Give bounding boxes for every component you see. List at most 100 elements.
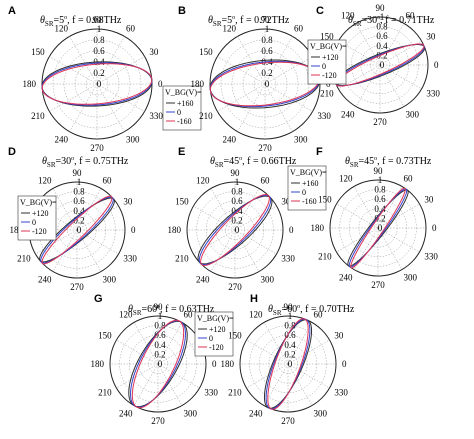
angle-tick-label: 60 (406, 11, 416, 21)
panel-label: C (316, 5, 324, 17)
grid-spoke (96, 56, 145, 85)
angle-tick-label: 300 (406, 109, 420, 119)
legend-entry: +120 (209, 325, 226, 334)
grid-spoke (287, 363, 313, 406)
series-curve-2 (267, 318, 309, 410)
radial-tick-label: 0.8 (374, 185, 386, 195)
angle-tick-label: 30 (426, 32, 436, 42)
legend-entry: -120 (32, 227, 47, 236)
angle-tick-label: 330 (123, 254, 137, 264)
grid-spoke (336, 203, 379, 229)
legend-title: V_BG(V)= (20, 198, 57, 207)
angle-tick-label: 30 (281, 197, 291, 207)
legend-box (194, 311, 234, 357)
radial-tick-label: 0.2 (374, 213, 385, 223)
angle-tick-label: 90 (93, 15, 103, 25)
polar-grid (209, 28, 321, 140)
theta-value: 5 (59, 15, 64, 26)
grid-ring (196, 191, 274, 269)
grid-ring (119, 325, 197, 403)
legend-entry: 0 (32, 218, 36, 227)
grid-spoke (35, 229, 78, 255)
angle-tick-label: 60 (103, 176, 113, 186)
series-curve-2 (209, 61, 321, 107)
radial-tick-label: 0.2 (154, 349, 165, 359)
series-curve-2 (335, 43, 425, 87)
grid-spoke (234, 188, 260, 231)
angle-tick-label: 300 (404, 272, 418, 282)
angle-tick-label: 90 (73, 168, 83, 178)
outer-ring (186, 181, 284, 279)
legend-entry: -160 (302, 197, 317, 206)
angle-tick-label: 90 (284, 302, 294, 312)
radial-tick-label: 0.8 (231, 187, 243, 197)
angle-tick-label: 300 (314, 408, 328, 418)
grid-ring (339, 189, 417, 267)
grid-spoke (379, 23, 405, 66)
angle-tick-label: 270 (258, 143, 272, 153)
grid-ring (205, 200, 265, 260)
angle-tick-label: 270 (70, 282, 84, 292)
panel-title: θSR=5o, f = 0.72THz (208, 15, 290, 28)
radial-tick-label: 0.8 (93, 35, 105, 45)
radial-tick-label: 0.8 (284, 321, 296, 331)
grid-spoke (210, 188, 236, 231)
theta-value: 45 (229, 156, 239, 167)
angle-tick-label: 0 (212, 359, 217, 369)
series-curve-2 (41, 195, 113, 265)
radial-tick-label: 0.4 (284, 340, 296, 350)
angle-tick-label: 330 (426, 89, 440, 99)
grid-spoke (353, 186, 379, 229)
angle-tick-label: 330 (204, 388, 218, 398)
radial-tick-label: 0.6 (73, 196, 85, 206)
grid-spoke (76, 205, 119, 231)
angle-tick-label: 240 (339, 272, 353, 282)
legend-box (17, 195, 57, 241)
freq-text: , f = 0.66THz (242, 156, 297, 167)
angle-tick-label: 210 (98, 388, 112, 398)
angle-tick-label: 120 (249, 310, 263, 320)
angle-tick-label: 150 (318, 195, 332, 205)
angle-tick-label: 150 (199, 47, 213, 57)
radial-tick-label: 0.6 (231, 196, 243, 206)
panel-label: F (316, 146, 323, 158)
angle-tick-label: 270 (371, 280, 385, 290)
grid-spoke (52, 229, 78, 272)
grid-spoke (157, 363, 200, 389)
angle-tick-label: 210 (318, 252, 332, 262)
radial-tick-label: 0.4 (73, 206, 85, 216)
grid-spoke (246, 339, 289, 365)
angle-tick-label: 60 (294, 24, 304, 34)
legend-entry: +160 (302, 179, 319, 188)
freq-text: , f = 0.70THz (300, 304, 355, 315)
angle-tick-label: 60 (126, 24, 136, 34)
panel-title: θSR=30o, f = 0.75THz (42, 156, 129, 169)
legend-box (307, 39, 347, 85)
angle-tick-label: 120 (223, 24, 237, 34)
angle-tick-label: 330 (149, 111, 163, 121)
radial-tick-label: 1 (77, 177, 82, 187)
grid-spoke (217, 83, 266, 112)
radial-tick-label: 1 (265, 24, 270, 34)
grid-spoke (377, 203, 420, 229)
angle-tick-label: 210 (228, 388, 242, 398)
legend-title: V_BG(V)= (165, 88, 202, 97)
grid-spoke (377, 227, 420, 253)
angle-tick-label: 60 (261, 176, 271, 186)
panel-label: A (8, 5, 16, 17)
freq-text: , f = 0.73THz (377, 156, 432, 167)
series-curve-2 (200, 194, 270, 266)
grid-spoke (96, 36, 125, 85)
theta-value: 45 (364, 156, 374, 167)
polar-grid (239, 315, 337, 413)
radial-tick-label: 0.4 (374, 204, 386, 214)
freq-text: , f = 0.71THz (380, 15, 435, 26)
grid-spoke (76, 229, 102, 272)
radial-tick-label: 0.8 (154, 321, 166, 331)
radial-tick-label: 1 (380, 12, 385, 22)
